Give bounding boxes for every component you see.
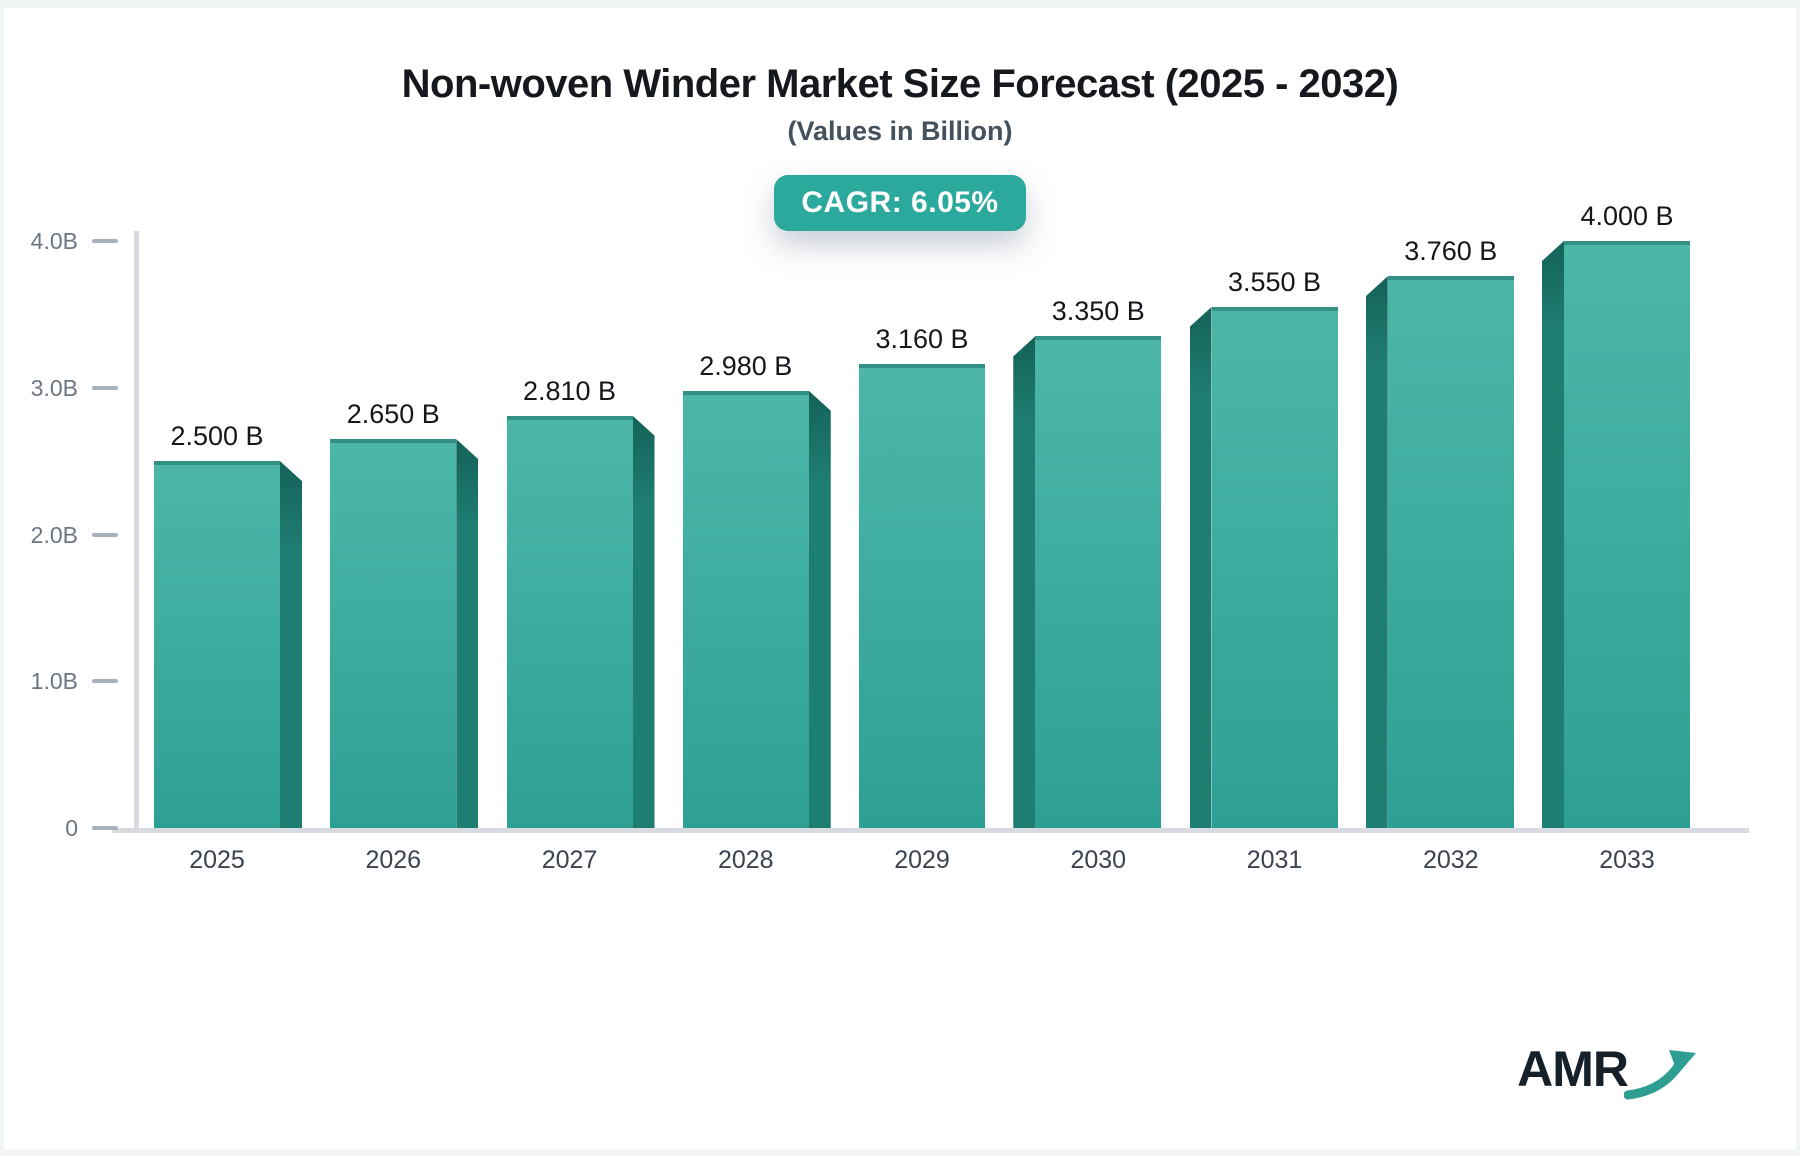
bar-2029: 3.160 B <box>859 324 985 828</box>
cagr-badge: CAGR: 6.05% <box>774 175 1026 231</box>
y-axis-tick-label-0: 0 <box>65 815 78 841</box>
x-axis-baseline <box>112 828 1749 833</box>
bar-face-2032 <box>1387 276 1514 828</box>
bar-value-label-2033: 4.000 B <box>1580 201 1674 231</box>
y-axis-tick-4.0B <box>92 239 118 243</box>
bar-face-2031 <box>1211 307 1338 828</box>
x-axis-label-2028: 2028 <box>717 846 774 874</box>
x-axis-labels: 2025 2026 2027 2028 2029 2030 2031 2032 2033 <box>154 846 1690 875</box>
bar-face-2025 <box>154 461 280 828</box>
bar-side-face-2031 <box>1189 307 1212 828</box>
y-axis-line <box>134 231 139 828</box>
bar-value-label-2026: 2.650 B <box>346 399 440 430</box>
bar-side-face-2028 <box>808 390 831 828</box>
x-axis-label-2027: 2027 <box>541 846 598 874</box>
chart-title: Non-woven Winder Market Size Forecast (2… <box>401 62 1399 106</box>
bar-face-2027 <box>506 415 633 828</box>
bar-2025: 2.500 B <box>154 421 302 828</box>
bar-side-face-2030 <box>1013 336 1036 828</box>
bar-2030: 3.350 B <box>1013 296 1162 828</box>
chart-subtitle: (Values in Billion) <box>787 116 1013 146</box>
bar-value-label-2029: 3.160 B <box>875 324 969 355</box>
bar-2033: 4.000 B <box>1542 201 1690 828</box>
bar-side-face-2032 <box>1365 276 1388 828</box>
bar-value-label-2031: 3.550 B <box>1227 267 1322 298</box>
y-axis-tick-label-2.0B: 2.0B <box>30 521 78 548</box>
bar-2027: 2.810 B <box>506 376 655 828</box>
amr-logo: AMR <box>1517 1044 1698 1100</box>
y-axis-tick-label-1.0B: 1.0B <box>30 668 78 695</box>
bar-value-label-2032: 3.760 B <box>1404 236 1498 267</box>
bar-side-face-2033 <box>1542 241 1564 828</box>
y-axis-tick-label-3.0B: 3.0B <box>30 374 78 401</box>
bar-2032: 3.760 B <box>1365 236 1514 828</box>
bar-value-label-2025: 2.500 B <box>170 421 264 452</box>
bar-side-face-2025 <box>280 461 302 828</box>
bar-side-face-2027 <box>632 415 655 828</box>
amr-logo-text: AMR <box>1517 1041 1629 1097</box>
growth-arrow-icon <box>1624 1050 1696 1100</box>
y-axis-tick-1.0B <box>92 679 118 684</box>
bar-series: 2.500 B 2.650 B 2.810 B 2.980 B 3.160 B 3.350… <box>154 201 1690 828</box>
chart-header: Non-woven Winder Market Size Forecast (2… <box>4 8 1796 231</box>
bar-value-label-2028: 2.980 B <box>699 350 793 381</box>
chart-card: Non-woven Winder Market Size Forecast (2… <box>4 8 1796 1150</box>
y-axis-tick-2.0B <box>92 532 118 537</box>
bar-chart: 2.500 B 2.650 B 2.810 B 2.980 B 3.160 B 3.350… <box>4 201 1796 875</box>
x-axis-label-2033: 2033 <box>1599 846 1655 874</box>
x-axis-label-2029: 2029 <box>894 846 950 874</box>
bar-value-label-2030: 3.350 B <box>1051 296 1145 327</box>
x-axis-label-2031: 2031 <box>1246 846 1303 874</box>
x-axis-label-2032: 2032 <box>1422 846 1479 874</box>
y-axis-tick-0 <box>92 826 118 830</box>
y-axis-tick-label-4.0B: 4.0B <box>30 228 78 254</box>
bar-2028: 2.980 B <box>682 351 831 828</box>
bar-value-label-2027: 2.810 B <box>522 375 617 406</box>
bar-2026: 2.650 B <box>330 399 479 828</box>
x-axis-label-2025: 2025 <box>189 846 245 874</box>
x-axis-label-2030: 2030 <box>1070 846 1127 874</box>
bar-side-face-2026 <box>456 439 479 828</box>
bar-face-2033 <box>1564 241 1690 828</box>
y-axis-tick-3.0B <box>92 385 118 390</box>
plot-area: 2.500 B 2.650 B 2.810 B 2.980 B 3.160 B 3.350… <box>31 201 1749 841</box>
x-axis-label-2026: 2026 <box>365 846 422 874</box>
bar-face-2028 <box>682 390 809 828</box>
bar-face-2030 <box>1035 336 1162 828</box>
bar-2031: 3.550 B <box>1189 267 1338 828</box>
bar-face-2026 <box>330 439 457 828</box>
bar-face-2029 <box>859 364 985 828</box>
